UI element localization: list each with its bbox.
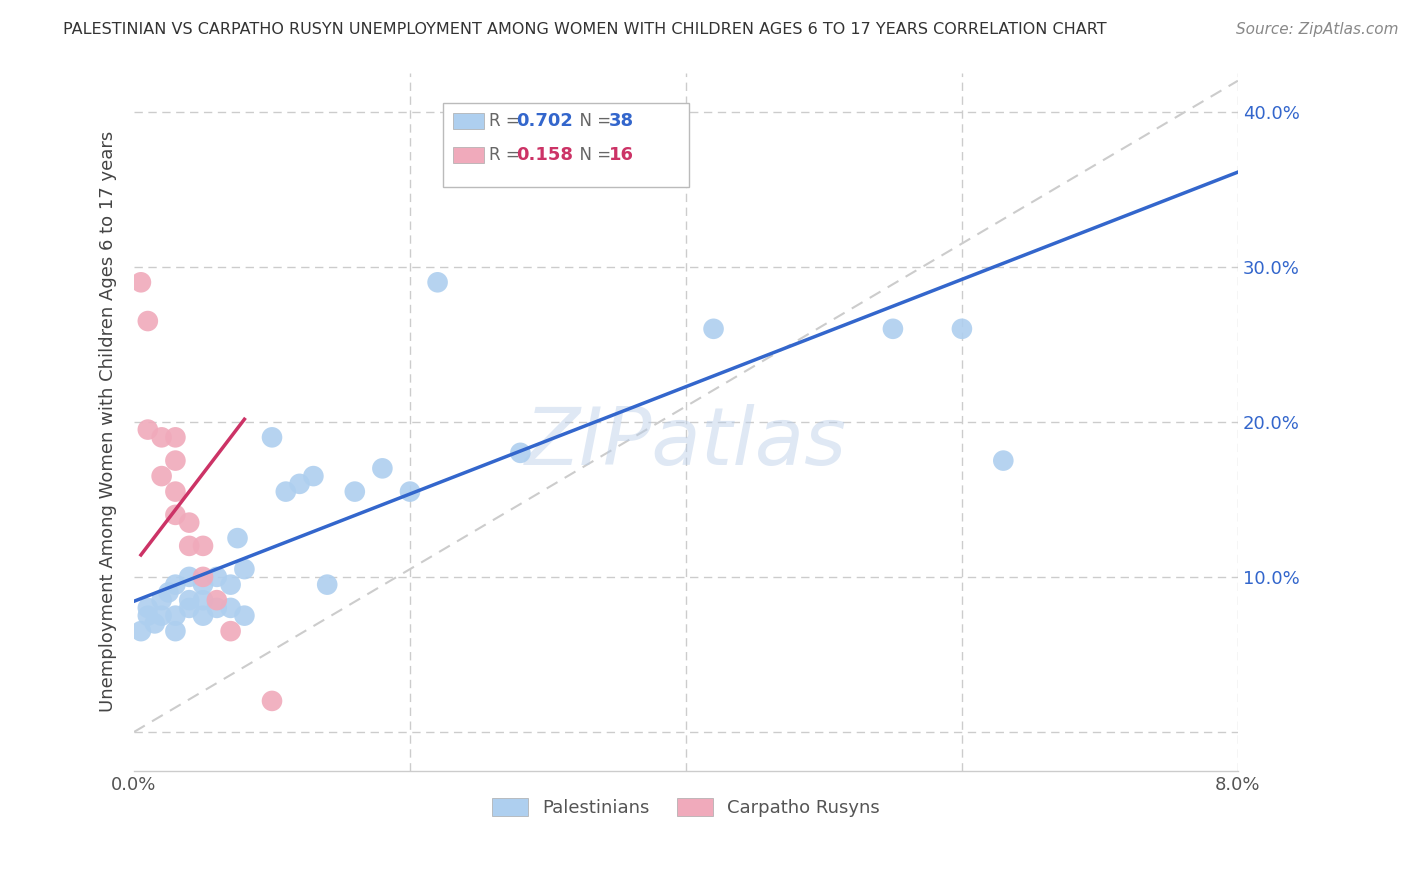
Point — [191, 608, 214, 623]
Point — [129, 624, 152, 639]
Point — [226, 531, 249, 545]
Point — [191, 570, 214, 584]
Point — [165, 453, 187, 467]
Point — [136, 423, 159, 437]
Point — [150, 608, 173, 623]
Text: 16: 16 — [609, 146, 634, 164]
Point — [165, 484, 187, 499]
Point — [219, 577, 242, 591]
Point — [136, 314, 159, 328]
Point — [179, 516, 201, 530]
Point — [179, 570, 201, 584]
Point — [157, 585, 180, 599]
Legend: Palestinians, Carpatho Rusyns: Palestinians, Carpatho Rusyns — [485, 790, 887, 824]
Point — [129, 275, 152, 289]
Point — [260, 694, 283, 708]
Point — [143, 616, 166, 631]
Point — [165, 608, 187, 623]
Point — [150, 430, 173, 444]
Point — [950, 322, 973, 336]
Point — [165, 577, 187, 591]
Point — [191, 539, 214, 553]
Point — [179, 593, 201, 607]
Point — [205, 593, 228, 607]
Point — [274, 484, 297, 499]
Point — [399, 484, 422, 499]
Point — [993, 453, 1015, 467]
Point — [371, 461, 394, 475]
Text: R =: R = — [489, 146, 526, 164]
Point — [219, 624, 242, 639]
Point — [882, 322, 904, 336]
Point — [647, 151, 669, 165]
Point — [302, 469, 325, 483]
Point — [509, 446, 531, 460]
Point — [205, 600, 228, 615]
Text: 0.158: 0.158 — [516, 146, 574, 164]
Point — [191, 593, 214, 607]
Text: N =: N = — [569, 146, 617, 164]
Point — [191, 577, 214, 591]
Text: 0.702: 0.702 — [516, 112, 572, 130]
Text: N =: N = — [569, 112, 617, 130]
Point — [165, 430, 187, 444]
Point — [219, 600, 242, 615]
Point — [703, 322, 725, 336]
Text: ZIPatlas: ZIPatlas — [524, 404, 846, 482]
Point — [260, 430, 283, 444]
Text: Source: ZipAtlas.com: Source: ZipAtlas.com — [1236, 22, 1399, 37]
Y-axis label: Unemployment Among Women with Children Ages 6 to 17 years: Unemployment Among Women with Children A… — [100, 131, 117, 713]
Point — [205, 570, 228, 584]
Point — [179, 600, 201, 615]
Text: R =: R = — [489, 112, 526, 130]
Point — [233, 562, 256, 576]
Point — [150, 593, 173, 607]
Point — [165, 624, 187, 639]
Text: PALESTINIAN VS CARPATHO RUSYN UNEMPLOYMENT AMONG WOMEN WITH CHILDREN AGES 6 TO 1: PALESTINIAN VS CARPATHO RUSYN UNEMPLOYME… — [63, 22, 1107, 37]
Point — [165, 508, 187, 522]
Point — [136, 600, 159, 615]
Point — [233, 608, 256, 623]
Point — [136, 608, 159, 623]
Point — [150, 469, 173, 483]
Point — [288, 476, 311, 491]
Point — [316, 577, 339, 591]
Point — [426, 275, 449, 289]
Text: 38: 38 — [609, 112, 634, 130]
Point — [343, 484, 366, 499]
Point — [179, 539, 201, 553]
